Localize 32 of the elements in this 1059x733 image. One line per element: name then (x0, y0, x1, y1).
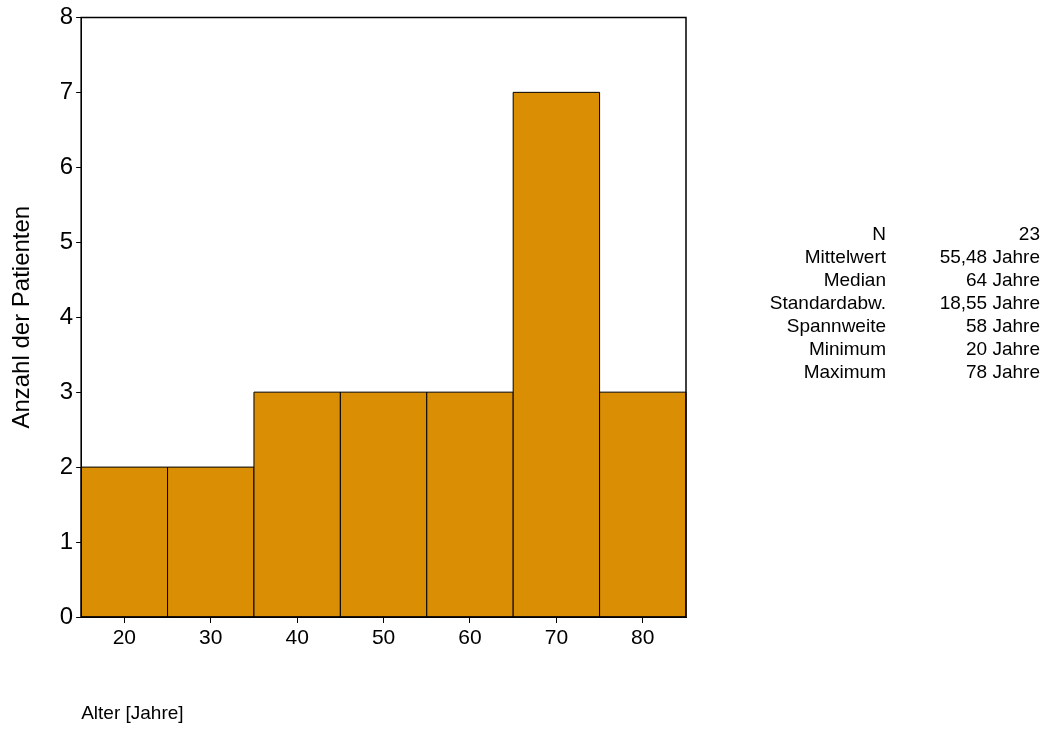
text: Median (822, 268, 886, 291)
y-tick-label: 5 (59, 226, 74, 254)
y-tick-label: 0 (59, 601, 74, 629)
y-tick-label: 3 (59, 376, 74, 404)
x-tick-label: 30 (199, 625, 223, 649)
x-tick-label: 80 (631, 625, 655, 649)
text: Mittelwert (803, 245, 886, 268)
x-axis-title: Alter [Jahre] (81, 701, 184, 723)
y-tick-label: 7 (59, 76, 74, 104)
text: Maximum (802, 360, 886, 383)
text: Spannweite (785, 314, 886, 337)
text: 18,55 Jahre (938, 291, 1040, 314)
y-tick-label: 8 (59, 2, 74, 30)
x-tick-label: 70 (544, 625, 569, 649)
text: Standardabw. (768, 291, 886, 314)
text: 64 Jahre (965, 268, 1040, 291)
text: Minimum (807, 337, 886, 360)
x-tick-label: 20 (112, 625, 137, 649)
text: 20 Jahre (965, 337, 1040, 360)
y-tick-label: 2 (59, 451, 74, 479)
y-tick-label: 4 (59, 301, 74, 329)
text: 55,48 Jahre (938, 245, 1040, 268)
text: 78 Jahre (965, 360, 1040, 383)
x-tick-label: 60 (458, 625, 482, 649)
text: 58 Jahre (965, 314, 1040, 337)
x-tick-label: 50 (371, 625, 396, 649)
y-axis-title: Anzahl der Patienten (7, 205, 35, 429)
y-tick-label: 1 (59, 526, 74, 554)
x-tick-label: 40 (285, 625, 309, 649)
y-tick-label: 6 (59, 151, 74, 179)
text: N (871, 222, 886, 245)
text: 23 (1017, 222, 1040, 245)
